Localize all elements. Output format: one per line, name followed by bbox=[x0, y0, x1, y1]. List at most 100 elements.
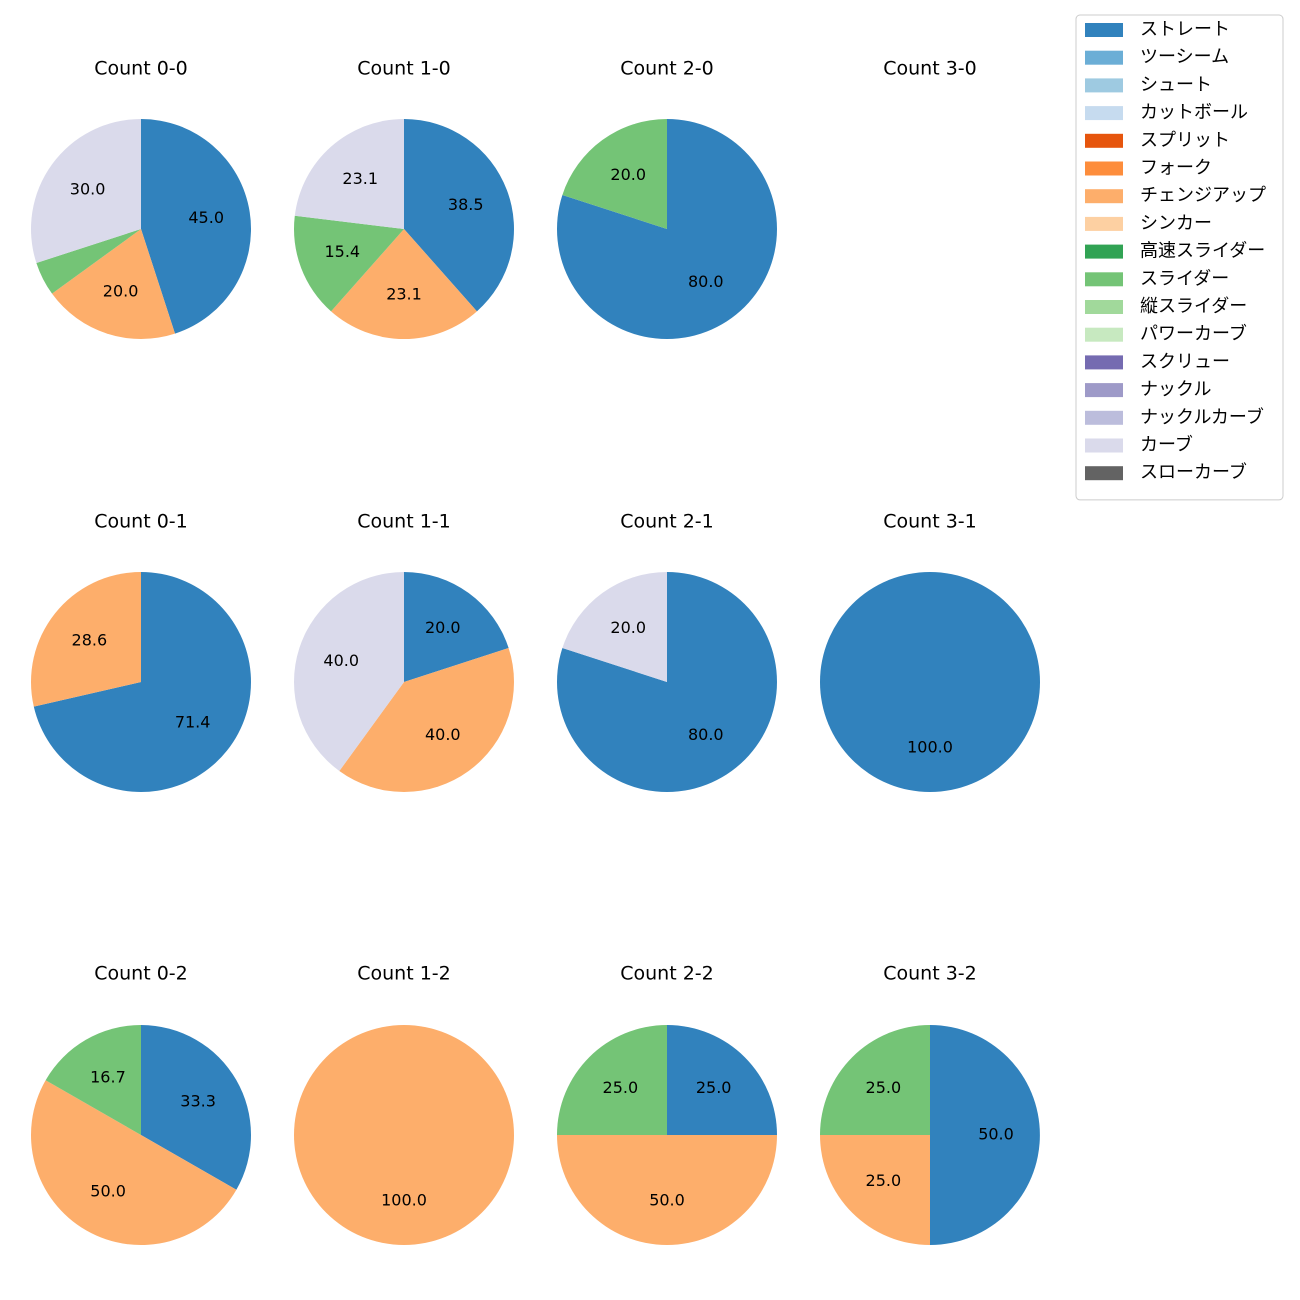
pie-count-1-0: Count 1-0 38.5 23.1 15.4 23.1 bbox=[293, 58, 515, 340]
legend-swatch bbox=[1085, 50, 1123, 65]
pie-count-0-2: Count 0-2 33.3 50.0 16.7 bbox=[30, 963, 252, 1246]
slice-value-label: 45.0 bbox=[188, 208, 224, 227]
slice-value-label: 50.0 bbox=[90, 1182, 126, 1201]
slice-value-label: 25.0 bbox=[603, 1078, 639, 1097]
pie-count-1-1: Count 1-1 20.0 40.0 40.0 bbox=[293, 511, 515, 793]
pie-title: Count 2-1 bbox=[620, 511, 714, 533]
pie-title: Count 0-1 bbox=[94, 511, 188, 533]
legend-item: チェンジアップ bbox=[1085, 185, 1266, 206]
legend-item: シンカー bbox=[1085, 213, 1212, 234]
slice-value-label: 25.0 bbox=[866, 1078, 902, 1097]
pie-slice-1 bbox=[30, 572, 142, 707]
slice-value-label: 25.0 bbox=[866, 1171, 902, 1190]
pie-slice-1 bbox=[339, 648, 515, 793]
legend-item: 縦スライダー bbox=[1085, 296, 1247, 317]
pie-slice-0 bbox=[556, 572, 777, 792]
pie-slice-3 bbox=[30, 118, 141, 263]
legend-item: ナックル bbox=[1085, 379, 1211, 400]
pie-slice-0 bbox=[33, 572, 251, 792]
legend-label: スプリット bbox=[1140, 130, 1230, 151]
pie-slice-0 bbox=[556, 119, 777, 339]
legend-swatch bbox=[1085, 438, 1123, 453]
pie-title: Count 1-2 bbox=[357, 963, 451, 985]
slice-value-label: 71.4 bbox=[175, 713, 211, 732]
pie-grid: Count 0-0 45.0 20.0 30.0 Count 1-0 38.5 23.1 15… bbox=[30, 58, 1040, 1246]
pie-slice-2 bbox=[293, 215, 404, 312]
slice-value-label: 100.0 bbox=[381, 1191, 427, 1210]
legend-item: ナックルカーブ bbox=[1085, 406, 1264, 428]
pie-count-1-2: Count 1-2 100.0 bbox=[294, 963, 514, 1245]
pie-slice-0 bbox=[141, 119, 252, 334]
legend-swatch bbox=[1085, 466, 1123, 481]
legend-item: スプリット bbox=[1085, 130, 1230, 151]
legend-swatch bbox=[1085, 23, 1123, 37]
pie-count-3-0: Count 3-0 bbox=[883, 58, 977, 80]
pie-slice-1 bbox=[562, 572, 667, 682]
legend-swatch bbox=[1085, 161, 1123, 176]
legend-item: スライダー bbox=[1085, 268, 1229, 289]
legend-label: シンカー bbox=[1140, 213, 1212, 234]
legend-item: ストレート bbox=[1085, 19, 1230, 40]
slice-value-label: 100.0 bbox=[907, 738, 953, 757]
pie-slice-2 bbox=[293, 572, 404, 771]
legend-item: カットボール bbox=[1085, 102, 1248, 123]
pie-slice-0 bbox=[404, 572, 509, 682]
pie-slice-1 bbox=[52, 229, 175, 340]
slice-value-label: 50.0 bbox=[978, 1125, 1014, 1144]
pie-title: Count 0-2 bbox=[94, 963, 188, 985]
pie-count-2-2: Count 2-2 25.0 50.0 25.0 bbox=[557, 963, 777, 1245]
legend-label: ツーシーム bbox=[1140, 47, 1229, 68]
legend-label: 縦スライダー bbox=[1140, 296, 1247, 317]
slice-value-label: 16.7 bbox=[90, 1067, 126, 1086]
pie-slice-0 bbox=[667, 1025, 777, 1135]
pie-slice-1 bbox=[557, 1135, 777, 1245]
legend-label: フォーク bbox=[1140, 158, 1212, 179]
pie-title: Count 0-0 bbox=[94, 58, 188, 80]
pie-title: Count 2-0 bbox=[620, 58, 714, 80]
legend-label: ストレート bbox=[1140, 19, 1230, 40]
pie-count-2-0: Count 2-0 80.0 20.0 bbox=[556, 58, 777, 339]
pie-slice-2 bbox=[557, 1025, 667, 1135]
pie-title: Count 3-0 bbox=[883, 58, 977, 80]
pie-title: Count 1-1 bbox=[357, 511, 451, 533]
pie-slice-1 bbox=[30, 1080, 237, 1246]
legend-label: ナックルカーブ bbox=[1140, 406, 1264, 428]
pie-count-3-2: Count 3-2 50.0 25.0 25.0 bbox=[820, 963, 1040, 1245]
slice-value-label: 23.1 bbox=[342, 169, 378, 188]
legend-swatch bbox=[1085, 410, 1123, 425]
legend-swatch bbox=[1085, 78, 1123, 93]
legend-swatch bbox=[1085, 244, 1123, 259]
slice-value-label: 33.3 bbox=[180, 1091, 216, 1110]
slice-value-label: 20.0 bbox=[610, 618, 646, 637]
pie-slice-2 bbox=[45, 1025, 142, 1135]
legend-item: シュート bbox=[1085, 74, 1212, 95]
pie-slice-0 bbox=[404, 118, 515, 312]
legend-swatch bbox=[1085, 106, 1123, 121]
legend-swatch bbox=[1085, 383, 1123, 398]
slice-value-label: 23.1 bbox=[386, 285, 422, 304]
legend-swatch bbox=[1085, 327, 1123, 342]
legend-swatch bbox=[1085, 300, 1123, 314]
slice-value-label: 15.4 bbox=[324, 242, 360, 261]
legend-label: パワーカーブ bbox=[1140, 323, 1247, 345]
legend-item: スクリュー bbox=[1085, 351, 1230, 372]
legend-swatch bbox=[1085, 133, 1123, 148]
legend-item: スローカーブ bbox=[1085, 461, 1247, 483]
pie-slice-1 bbox=[820, 1135, 930, 1245]
legend-item: ツーシーム bbox=[1085, 47, 1229, 68]
pie-count-0-0: Count 0-0 45.0 20.0 30.0 bbox=[30, 58, 252, 340]
pie-title: Count 3-2 bbox=[883, 963, 977, 985]
legend-swatch bbox=[1085, 355, 1123, 370]
pie-title: Count 2-2 bbox=[620, 963, 714, 985]
legend-label: カットボール bbox=[1140, 102, 1248, 123]
slice-value-label: 28.6 bbox=[72, 630, 108, 649]
pie-count-0-1: Count 0-1 71.4 28.6 bbox=[30, 511, 251, 792]
legend-label: ナックル bbox=[1140, 379, 1211, 400]
legend-item: カーブ bbox=[1085, 434, 1193, 456]
pie-slice-1 bbox=[331, 229, 477, 340]
legend-frame bbox=[1075, 14, 1284, 501]
slice-value-label: 20.0 bbox=[610, 165, 646, 184]
pie-slice-0 bbox=[294, 1025, 514, 1245]
pie-slice-0 bbox=[141, 1025, 252, 1190]
